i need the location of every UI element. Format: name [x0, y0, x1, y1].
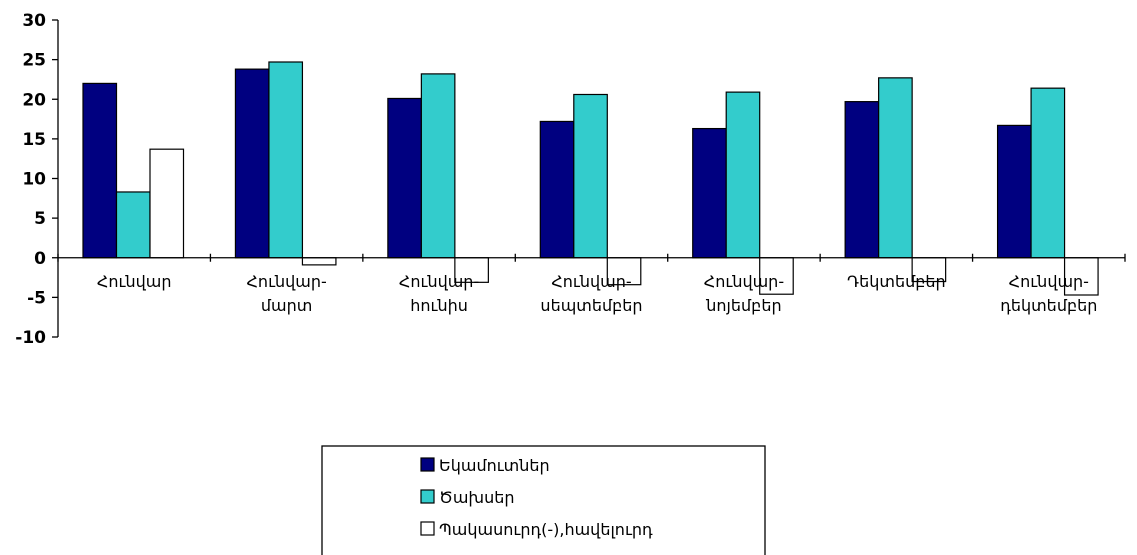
y-tick-label: 0 — [34, 249, 46, 269]
bar-series1-cat7 — [996, 124, 1032, 259]
y-tick-label: 30 — [22, 11, 46, 31]
category-label: Դեկտեմբեր — [847, 272, 946, 291]
bar-series3-cat1 — [149, 148, 185, 259]
bar-series3-cat4 — [606, 257, 642, 286]
category-label: Հունվար — [97, 272, 172, 291]
y-tick-label: 25 — [22, 51, 46, 71]
bar-series1-cat1 — [82, 82, 118, 259]
bar-series2-cat7 — [1030, 87, 1066, 259]
bar-series2-cat6 — [878, 77, 913, 259]
category-label: Հունվար-նոյեմբեր — [704, 272, 784, 315]
bar-series2-cat4 — [573, 93, 608, 259]
bars-group — [82, 61, 1099, 296]
bar-series2-cat2 — [268, 61, 304, 259]
y-tick-label: 15 — [22, 130, 46, 150]
category-label-line: հունիս — [410, 296, 468, 315]
y-tick-label: -5 — [27, 288, 46, 308]
legend-label-series3: Պակասուրդ(-),հավելուրդ — [439, 520, 653, 539]
legend-swatch-series2 — [420, 489, 435, 504]
bar-series1-cat5 — [692, 127, 727, 259]
bar-series3-cat2 — [301, 257, 337, 266]
category-label: Հունվար-դեկտեմբեր — [1000, 272, 1097, 315]
category-label-line: Հունվար — [97, 272, 172, 291]
category-label-line: նոյեմբեր — [705, 296, 781, 315]
legend: Եկամուտներ Ծախսեր Պակասուրդ(-),հավելուրդ — [321, 445, 766, 555]
legend-swatch-series3 — [420, 521, 435, 536]
category-label-line: Հունվար- — [551, 272, 631, 291]
legend-box — [321, 445, 766, 555]
y-ticks-group: 30 25 20 15 10 5 0 -5 -10 — [15, 11, 58, 348]
bar-series3-cat3 — [454, 257, 489, 283]
category-label-line: սեպտեմբեր — [540, 296, 642, 315]
bar-series2-cat5 — [725, 91, 761, 259]
category-label: Հունվար-մարտ — [246, 272, 326, 315]
bar-series3-cat7 — [1063, 257, 1099, 296]
bar-series1-cat3 — [387, 97, 422, 259]
bar-series2-cat3 — [420, 73, 456, 259]
bar-series1-cat6 — [844, 101, 880, 259]
category-labels-group: Հունվար Հունվար-մարտՀունվար-հունիսՀունվար… — [97, 272, 1097, 315]
category-label-line: դեկտեմբեր — [1000, 296, 1097, 315]
bar-series1-cat4 — [539, 120, 575, 259]
legend-label-series2: Ծախսեր — [439, 488, 515, 507]
category-label-line: Հունվար- — [399, 272, 479, 291]
y-tick-label: 5 — [34, 209, 46, 229]
category-label-line: մարտ — [261, 296, 312, 315]
category-label-line: Հունվար- — [1009, 272, 1089, 291]
category-label-line: Հունվար- — [246, 272, 326, 291]
legend-label-series1: Եկամուտներ — [439, 456, 550, 475]
category-label-line: Հունվար- — [704, 272, 784, 291]
category-label-line: Դեկտեմբեր — [847, 272, 946, 291]
bar-series1-cat2 — [234, 68, 270, 259]
y-tick-label: 20 — [22, 90, 46, 110]
y-tick-label: 10 — [22, 170, 46, 190]
category-label: Հունվար-հունիս — [399, 272, 479, 315]
category-label: Հունվար-սեպտեմբեր — [540, 272, 642, 315]
bar-series2-cat1 — [115, 191, 151, 259]
legend-swatch-series1 — [420, 457, 435, 472]
y-tick-label: -10 — [15, 328, 46, 348]
